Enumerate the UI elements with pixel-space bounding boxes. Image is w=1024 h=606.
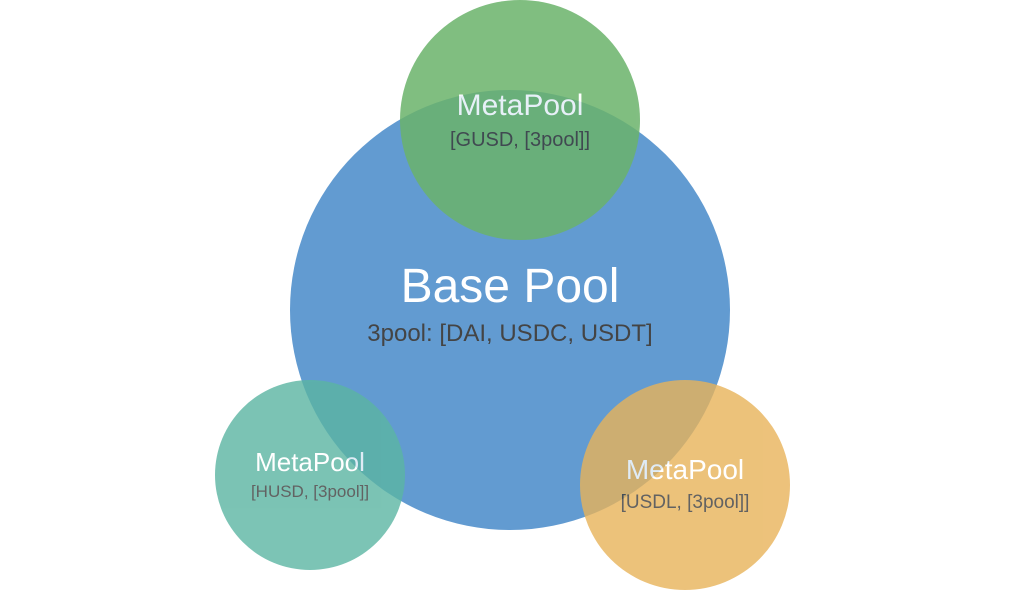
base-pool-subtitle: 3pool: [DAI, USDC, USDT] <box>367 320 652 349</box>
metapool-gusd-subtitle: [GUSD, [3pool]] <box>450 128 590 152</box>
metapool-usdl-subtitle: [USDL, [3pool]] <box>621 492 750 515</box>
metapool-husd-title: MetaPool <box>255 448 365 477</box>
metapool-husd-circle: MetaPool [HUSD, [3pool]] <box>215 380 405 570</box>
metapool-gusd-circle: MetaPool [GUSD, [3pool]] <box>400 0 640 240</box>
metapool-usdl-title: MetaPool <box>626 455 744 486</box>
metapool-gusd-title: MetaPool <box>457 89 584 122</box>
base-pool-title: Base Pool <box>401 261 620 314</box>
metapool-husd-subtitle: [HUSD, [3pool]] <box>251 482 369 502</box>
metapool-usdl-circle: MetaPool [USDL, [3pool]] <box>580 380 790 590</box>
